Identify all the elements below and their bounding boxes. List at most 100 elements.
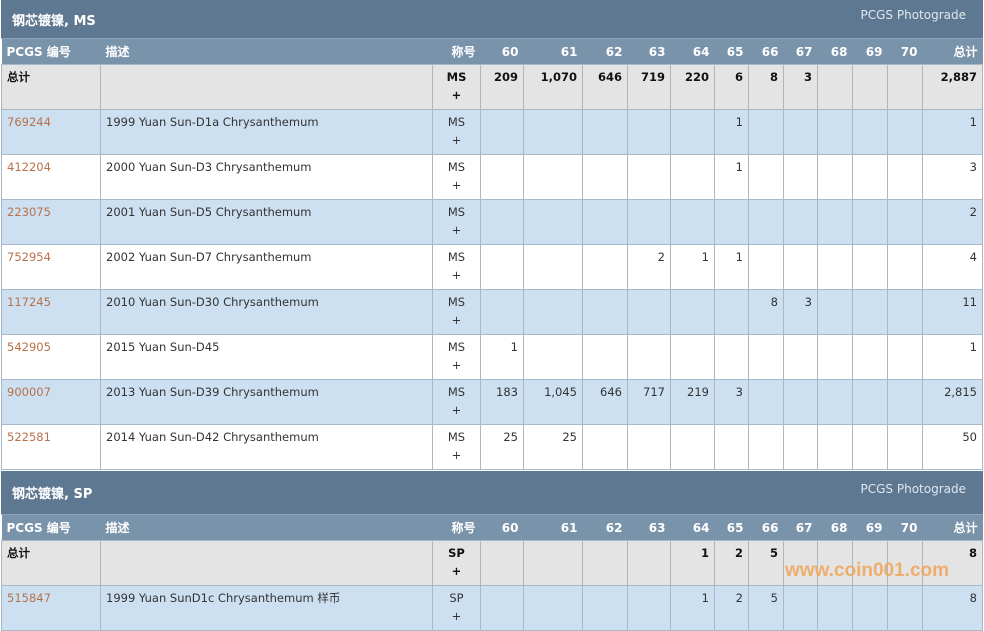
- column-header[interactable]: 68: [817, 39, 853, 65]
- column-header[interactable]: 67: [783, 515, 818, 541]
- plus-toggle[interactable]: +: [451, 564, 462, 578]
- designation: SP: [449, 591, 464, 605]
- description: 2013 Yuan Sun-D39 Chrysanthemum: [106, 385, 319, 399]
- table-row: 117245 2010 Yuan Sun-D30 Chrysanthemum MS +…: [1, 289, 983, 335]
- total-label: 总计: [7, 70, 30, 84]
- grade-count: 719: [640, 70, 665, 84]
- column-header[interactable]: PCGS 编号: [1, 39, 101, 65]
- column-header[interactable]: 62: [582, 39, 628, 65]
- table-row: 900007 2013 Yuan Sun-D39 Chrysanthemum MS +…: [1, 379, 983, 425]
- grade-count: 1: [735, 115, 743, 129]
- column-header[interactable]: 63: [627, 515, 671, 541]
- plus-toggle[interactable]: +: [451, 609, 462, 623]
- pcgs-number-link[interactable]: 522581: [7, 430, 51, 444]
- plus-toggle[interactable]: +: [451, 268, 462, 282]
- table-row: 769244 1999 Yuan Sun-D1a Chrysanthemum MS +…: [1, 109, 983, 155]
- column-header[interactable]: 65: [714, 39, 749, 65]
- grade-count: 6: [734, 70, 743, 84]
- column-header[interactable]: 62: [582, 515, 628, 541]
- table-row: 412204 2000 Yuan Sun-D3 Chrysanthemum MS +1…: [1, 154, 983, 200]
- row-total: 2,887: [940, 70, 977, 84]
- row-total: 2,815: [944, 385, 977, 399]
- column-header[interactable]: 61: [523, 39, 583, 65]
- column-header[interactable]: 称号: [432, 39, 481, 65]
- column-header[interactable]: 66: [748, 39, 784, 65]
- pcgs-number-link[interactable]: 752954: [7, 250, 51, 264]
- pcgs-number-link[interactable]: 769244: [7, 115, 51, 129]
- population-table: PCGS 编号 描述 称号 60 61 62 63 64 65 66 67 68 69 70 总计 总计 MS +…: [1, 39, 983, 470]
- plus-toggle[interactable]: +: [451, 133, 462, 147]
- designation: MS: [447, 430, 466, 444]
- section-title: 钢芯镀镍, MS: [12, 13, 96, 29]
- column-header[interactable]: 总计: [922, 39, 983, 65]
- column-header[interactable]: 总计: [922, 515, 983, 541]
- grade-count: 1: [735, 250, 743, 264]
- column-header[interactable]: 描述: [100, 515, 433, 541]
- designation: MS: [447, 115, 466, 129]
- row-total: 4: [969, 250, 977, 264]
- grade-count: 1: [701, 250, 709, 264]
- designation: MS: [447, 295, 466, 309]
- total-row: 总计 SP +1 2 5 8: [1, 540, 983, 586]
- column-header[interactable]: 64: [670, 515, 715, 541]
- grade-count: 8: [769, 70, 778, 84]
- table-row: 515847 1999 Yuan SunD1c Chrysanthemum 样币 S…: [1, 585, 983, 631]
- grade-count: 646: [597, 70, 622, 84]
- pcgs-number-link[interactable]: 117245: [7, 295, 51, 309]
- column-header[interactable]: 65: [714, 515, 749, 541]
- grade-count: 219: [687, 385, 709, 399]
- designation: MS: [447, 205, 466, 219]
- column-header[interactable]: 69: [852, 39, 888, 65]
- column-header[interactable]: 69: [852, 515, 888, 541]
- description: 2001 Yuan Sun-D5 Chrysanthemum: [106, 205, 312, 219]
- photograde-link[interactable]: PCGS Photograde: [860, 8, 966, 22]
- header-row: PCGS 编号 描述 称号 60 61 62 63 64 65 66 67 68 69 70 总计: [1, 39, 983, 65]
- plus-toggle[interactable]: +: [451, 358, 462, 372]
- row-total: 1: [969, 115, 977, 129]
- grade-count: 1,070: [540, 70, 577, 84]
- column-header[interactable]: 70: [887, 39, 923, 65]
- grade-count: 646: [600, 385, 622, 399]
- designation: MS: [447, 385, 466, 399]
- column-header[interactable]: 称号: [432, 515, 481, 541]
- column-header[interactable]: 60: [480, 39, 524, 65]
- table-row: 223075 2001 Yuan Sun-D5 Chrysanthemum MS +2: [1, 199, 983, 245]
- table-row: 522581 2014 Yuan Sun-D42 Chrysanthemum MS +…: [1, 424, 983, 470]
- column-header[interactable]: 63: [627, 39, 671, 65]
- description: 2014 Yuan Sun-D42 Chrysanthemum: [106, 430, 319, 444]
- pcgs-number-link[interactable]: 900007: [7, 385, 51, 399]
- pcgs-number-link[interactable]: 412204: [7, 160, 51, 174]
- grade-count: 25: [562, 430, 577, 444]
- column-header[interactable]: 68: [817, 515, 853, 541]
- plus-toggle[interactable]: +: [451, 313, 462, 327]
- section-header: 钢芯镀镍, SP PCGS Photograde: [1, 471, 983, 515]
- pcgs-number-link[interactable]: 515847: [7, 591, 51, 605]
- column-header[interactable]: 67: [783, 39, 818, 65]
- column-header[interactable]: 61: [523, 515, 583, 541]
- row-total: 11: [962, 295, 977, 309]
- grade-count: 209: [493, 70, 518, 84]
- plus-toggle[interactable]: +: [451, 178, 462, 192]
- grade-count: 5: [769, 546, 778, 560]
- column-header[interactable]: 66: [748, 515, 784, 541]
- pcgs-number-link[interactable]: 223075: [7, 205, 51, 219]
- plus-toggle[interactable]: +: [451, 403, 462, 417]
- watermark: www.coin001.com: [785, 560, 950, 581]
- section-header: 钢芯镀镍, MS PCGS Photograde: [1, 0, 983, 39]
- row-total: 50: [962, 430, 977, 444]
- column-header[interactable]: 64: [670, 39, 715, 65]
- column-header[interactable]: 70: [887, 515, 923, 541]
- plus-toggle[interactable]: +: [451, 88, 462, 102]
- plus-toggle[interactable]: +: [451, 448, 462, 462]
- photograde-link[interactable]: PCGS Photograde: [860, 481, 966, 496]
- grade-count: 2: [734, 546, 743, 560]
- designation: MS: [446, 70, 467, 84]
- grade-count: 3: [735, 385, 743, 399]
- grade-count: 25: [503, 430, 518, 444]
- column-header[interactable]: 60: [480, 515, 524, 541]
- total-row: 总计 MS +209 1,070 646 719 220 6 8 3 2,887: [1, 64, 983, 110]
- column-header[interactable]: PCGS 编号: [1, 515, 101, 541]
- pcgs-number-link[interactable]: 542905: [7, 340, 51, 354]
- plus-toggle[interactable]: +: [451, 223, 462, 237]
- column-header[interactable]: 描述: [100, 39, 433, 65]
